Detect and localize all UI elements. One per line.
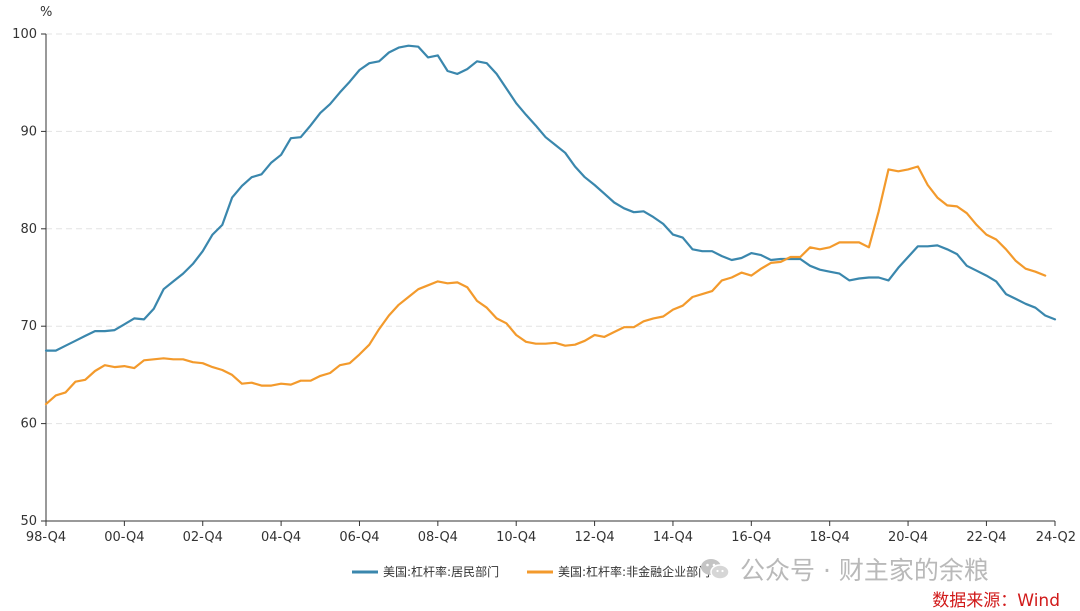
watermark: 公众号 · 财主家的余粮 bbox=[700, 551, 989, 587]
x-axis-ticks: 98-Q4 00-Q4 02-Q4 04-Q4 06-Q4 08-Q4 10-Q4 12-Q4… bbox=[26, 521, 1076, 545]
series-line-2 bbox=[44, 165, 1047, 406]
y-tick-label: 60 bbox=[20, 417, 37, 432]
y-axis-ticks: 50 60 70 80 90 100 bbox=[12, 27, 46, 529]
data-source: 数据来源：Wind bbox=[932, 591, 1060, 611]
x-tick-label: 00-Q4 bbox=[104, 530, 144, 545]
x-tick-label: 18-Q4 bbox=[810, 530, 850, 545]
x-tick-label: 10-Q4 bbox=[496, 530, 536, 545]
wechat-icon bbox=[700, 557, 730, 581]
grid-lines bbox=[46, 33, 1055, 425]
x-tick-label: 22-Q4 bbox=[966, 530, 1006, 545]
x-tick-label: 98-Q4 bbox=[26, 530, 66, 545]
legend-label: 美国:杠杆率:居民部门 bbox=[383, 564, 499, 579]
y-tick-label: 100 bbox=[12, 27, 37, 42]
legend-item-2[interactable]: 美国:杠杆率:非金融企业部门 bbox=[527, 564, 710, 579]
series-layer bbox=[44, 44, 1057, 406]
y-tick-label: 50 bbox=[20, 514, 37, 529]
x-tick-label: 24-Q2 bbox=[1036, 530, 1076, 545]
x-tick-label: 08-Q4 bbox=[418, 530, 458, 545]
legend-label: 美国:杠杆率:非金融企业部门 bbox=[558, 564, 710, 579]
series-line-1 bbox=[44, 44, 1057, 352]
x-tick-label: 14-Q4 bbox=[653, 530, 693, 545]
x-tick-label: 12-Q4 bbox=[574, 530, 614, 545]
legend[interactable]: 美国:杠杆率:居民部门 美国:杠杆率:非金融企业部门 bbox=[352, 564, 710, 579]
watermark-text: 公众号 · 财主家的余粮 bbox=[740, 556, 989, 585]
legend-item-1[interactable]: 美国:杠杆率:居民部门 bbox=[352, 564, 499, 579]
x-tick-label: 20-Q4 bbox=[888, 530, 928, 545]
x-tick-label: 04-Q4 bbox=[261, 530, 301, 545]
axes bbox=[45, 34, 1055, 522]
y-axis-unit: % bbox=[40, 5, 52, 20]
y-tick-label: 80 bbox=[20, 222, 37, 237]
y-tick-label: 90 bbox=[20, 124, 37, 139]
x-tick-label: 16-Q4 bbox=[731, 530, 771, 545]
x-tick-label: 02-Q4 bbox=[183, 530, 223, 545]
y-tick-label: 70 bbox=[20, 319, 37, 334]
x-tick-label: 06-Q4 bbox=[339, 530, 379, 545]
